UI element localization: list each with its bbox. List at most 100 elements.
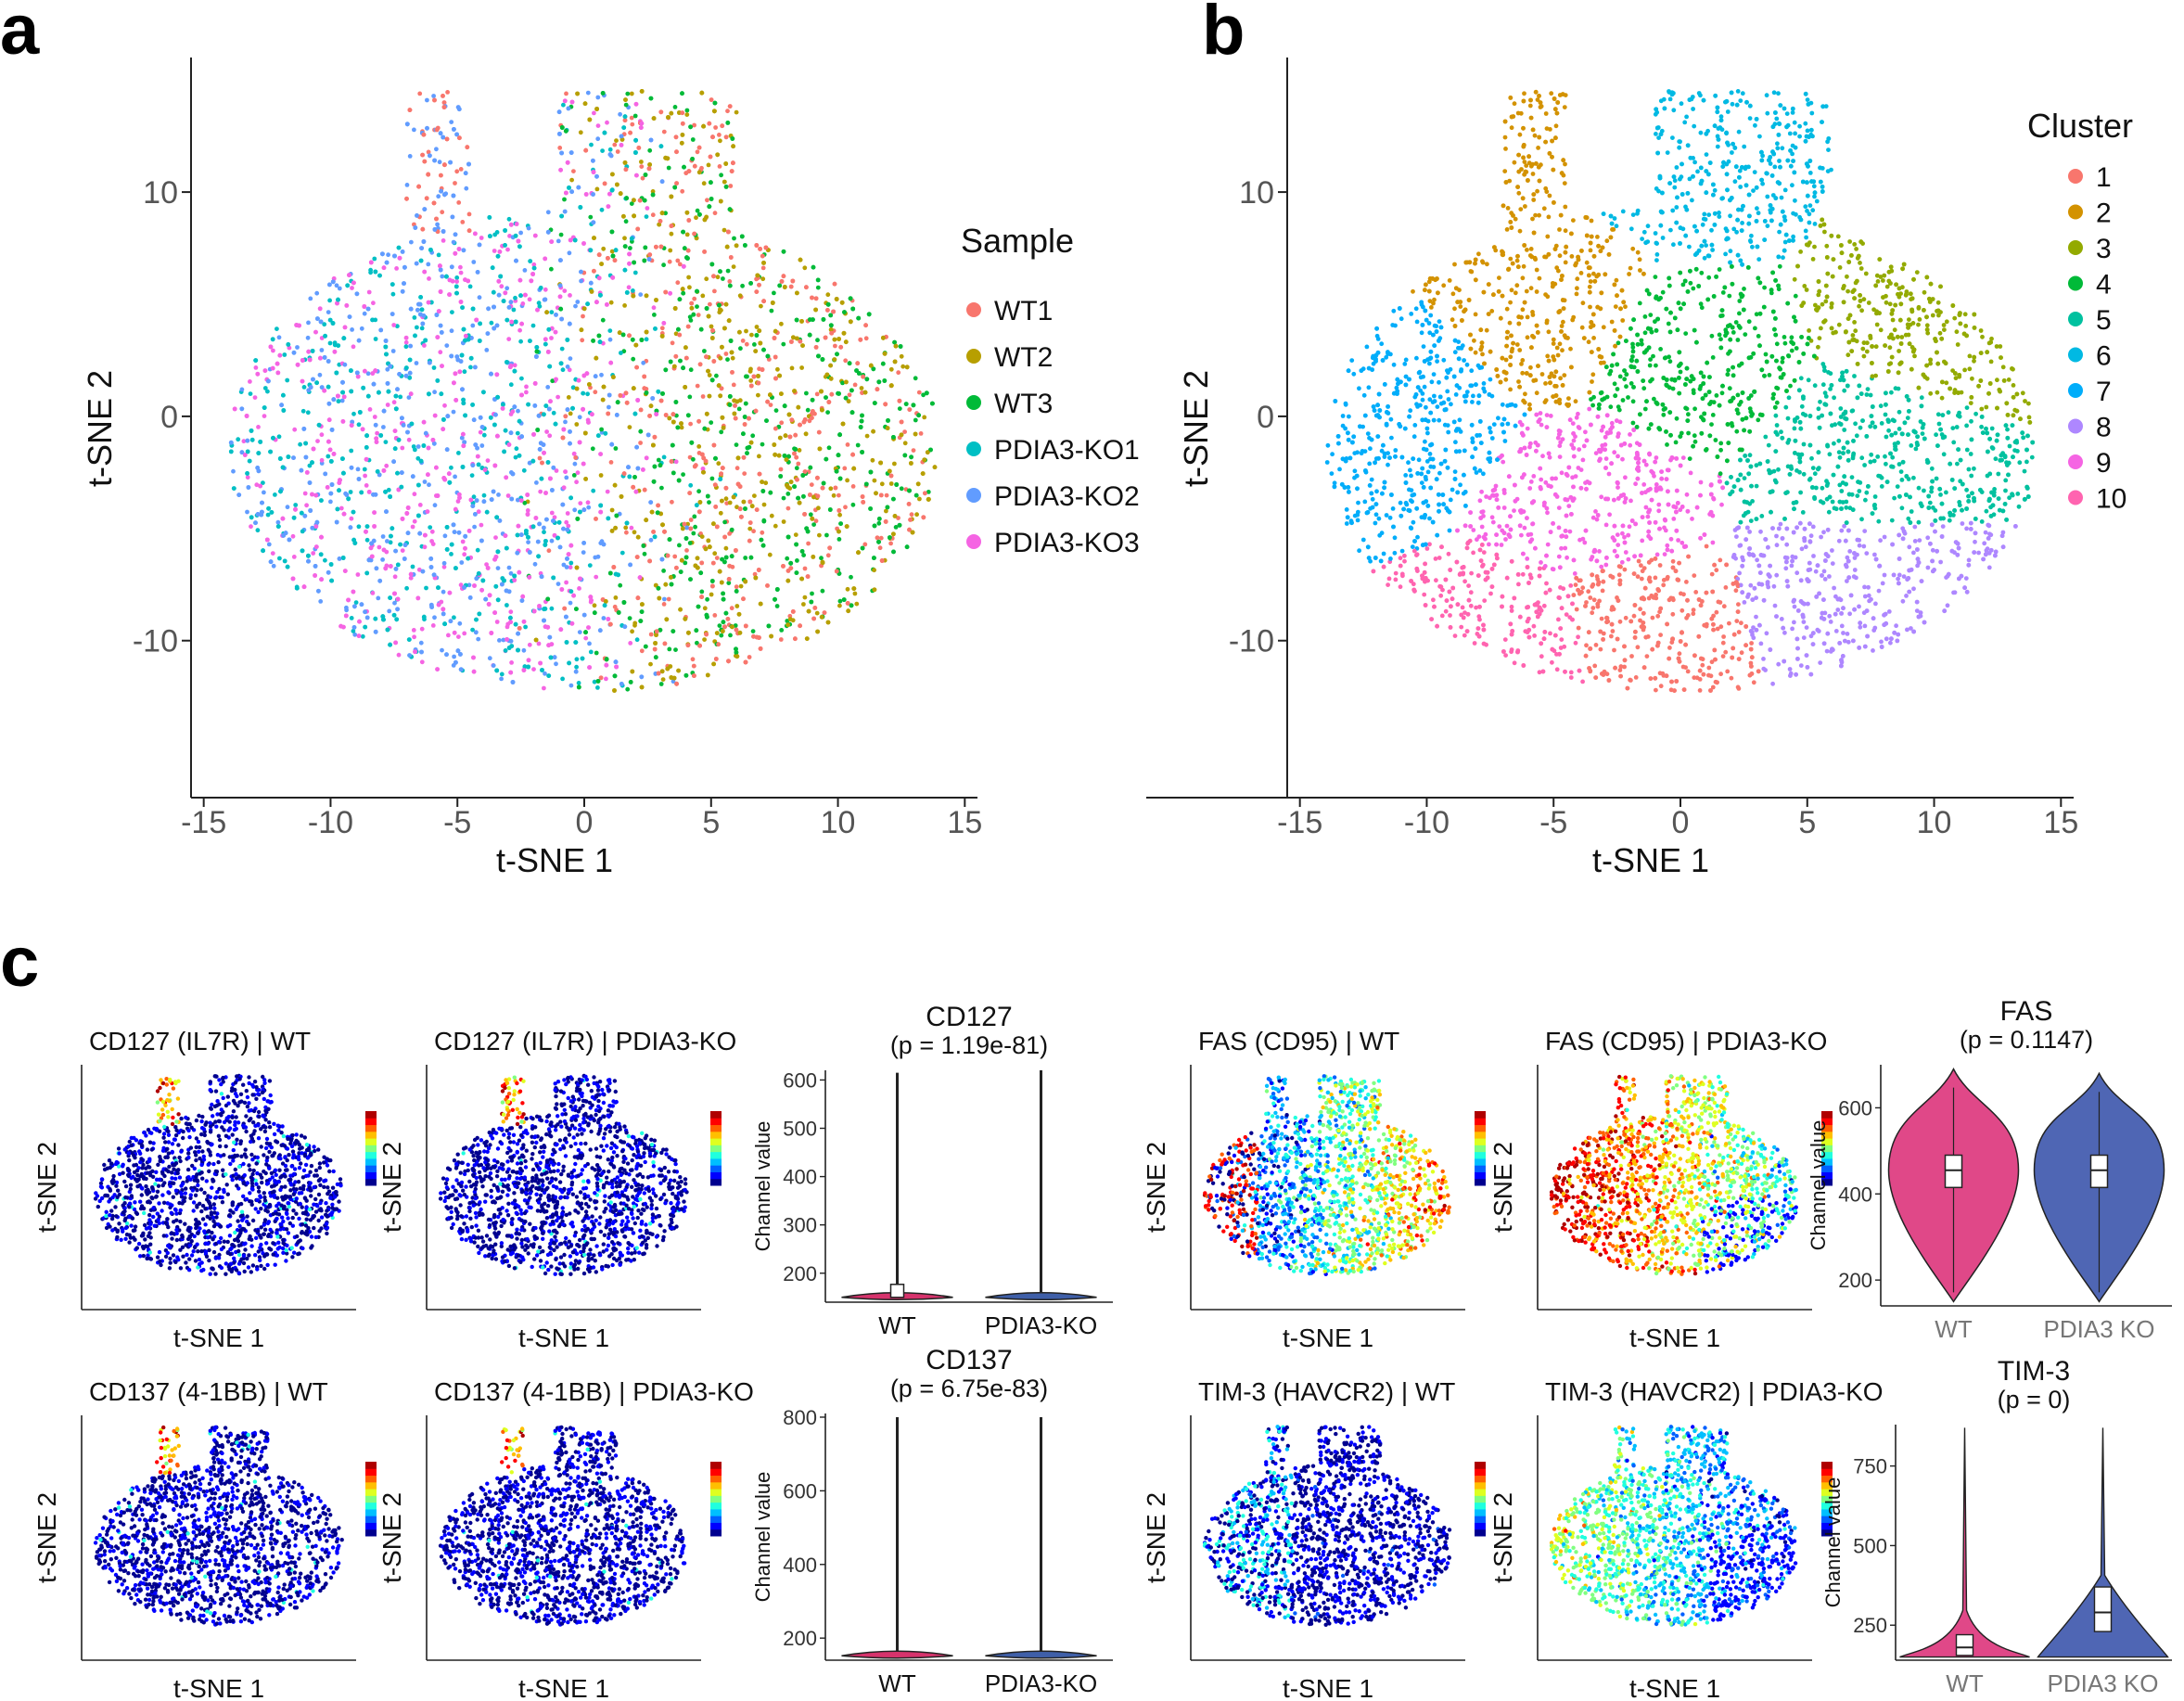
panel-a-point: [282, 352, 287, 357]
panel-a-point: [341, 419, 346, 424]
panel-a-point: [573, 462, 578, 467]
panel-a-point: [582, 613, 587, 618]
panel-a-point: [275, 326, 279, 331]
panel-a-point: [248, 379, 252, 384]
panel-a-point: [828, 486, 833, 491]
panel-a-point: [420, 326, 425, 331]
panel-a-point: [517, 328, 522, 333]
panel-a-point: [684, 112, 689, 117]
panel-a-point: [659, 486, 664, 491]
panel-a-point: [428, 525, 432, 530]
panel-a-point: [422, 443, 427, 448]
panel-a-point: [768, 553, 773, 557]
panel-a-point: [837, 604, 842, 608]
panel-a-point: [286, 505, 290, 509]
panel-a-point: [486, 458, 491, 463]
panel-a-point: [305, 470, 310, 475]
panel-a-point: [781, 342, 785, 347]
panel-a-point: [344, 606, 349, 610]
panel-a-point: [291, 534, 296, 539]
panel-a-point: [790, 366, 795, 371]
panel-a-point: [461, 540, 466, 544]
panel-a-point: [725, 109, 730, 113]
panel-a-point: [786, 506, 791, 511]
panel-a-point: [641, 176, 645, 181]
panel-a-point: [675, 280, 680, 285]
panel-a-point: [246, 475, 250, 480]
panel-a-point: [245, 510, 249, 515]
panel-a-point: [832, 357, 837, 362]
panel-a-point: [625, 92, 630, 96]
panel-a-point: [413, 334, 417, 339]
panel-a-point: [610, 508, 615, 513]
panel-a-point: [838, 599, 843, 604]
panel-a-point: [757, 454, 761, 459]
panel-a-point: [689, 318, 694, 323]
panel-a-point: [879, 536, 884, 541]
panel-a-point: [393, 446, 398, 451]
panel-a-point: [680, 426, 684, 430]
panel-a-point: [326, 454, 330, 459]
panel-a-point: [670, 500, 674, 505]
panel-a-point: [550, 539, 555, 544]
panel-a-point: [779, 628, 784, 633]
panel-a-point: [589, 650, 594, 655]
panel-a-point: [645, 337, 649, 341]
panel-a-point: [384, 464, 389, 468]
panel-a-point: [779, 637, 784, 642]
panel-a-point: [843, 358, 848, 363]
panel-a-point: [371, 591, 376, 595]
panel-a-point: [295, 345, 300, 350]
panel-a-point: [645, 390, 649, 395]
panel-a-point: [566, 364, 570, 369]
panel-a-point: [632, 621, 637, 626]
panel-a-point: [571, 169, 576, 173]
panel-a-point: [519, 377, 524, 381]
panel-a-point: [528, 643, 532, 647]
panel-a-point: [468, 365, 473, 370]
panel-a-point: [742, 471, 747, 476]
panel-a-point: [507, 305, 512, 310]
panel-a-point: [651, 212, 656, 217]
panel-a-point: [440, 648, 444, 653]
panel-a-point: [846, 587, 850, 592]
panel-a-point: [873, 479, 877, 483]
panel-a-point: [520, 301, 525, 306]
panel-a-point: [508, 609, 513, 614]
panel-a-point: [564, 476, 568, 480]
panel-a-point: [504, 318, 509, 323]
panel-a-point: [340, 399, 345, 403]
panel-a-point: [713, 125, 718, 130]
panel-a-point: [632, 198, 636, 202]
panel-a-point: [429, 539, 434, 544]
panel-a-point: [479, 236, 484, 240]
panel-a-point: [647, 148, 652, 153]
panel-a-point: [377, 545, 382, 550]
panel-a-point: [660, 179, 665, 184]
panel-a-point: [538, 456, 543, 461]
panel-a-point: [864, 336, 869, 340]
panel-a-point: [748, 378, 753, 383]
panel-a-point: [705, 198, 709, 202]
panel-a-point: [801, 553, 806, 557]
panel-a-point: [574, 665, 579, 670]
panel-a-point: [436, 194, 441, 198]
panel-a-point: [357, 620, 362, 624]
panel-a-point: [595, 96, 600, 100]
panel-a-point: [386, 252, 390, 257]
panel-a-point: [231, 469, 236, 474]
panel-a-point: [506, 493, 511, 498]
panel-a-point: [610, 188, 615, 193]
panel-a-point: [761, 266, 766, 271]
panel-a-point: [594, 374, 598, 378]
panel-a-point: [374, 337, 378, 341]
panel-a-point: [440, 364, 444, 368]
panel-a-point: [838, 345, 843, 350]
panel-a-point: [392, 601, 397, 606]
panel-a-point: [745, 342, 749, 347]
panel-a-point: [614, 595, 619, 600]
panel-a-point: [633, 271, 638, 275]
panel-a-point: [267, 543, 272, 547]
panel-a-point: [649, 538, 654, 543]
panel-a-point: [569, 684, 574, 688]
